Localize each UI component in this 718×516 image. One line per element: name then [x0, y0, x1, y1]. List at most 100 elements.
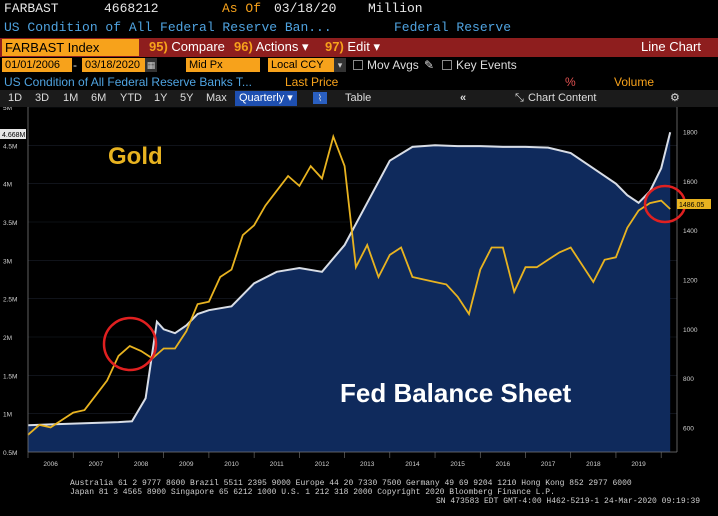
x-tick-label: 2015: [450, 461, 465, 468]
chart-content-icon[interactable]: ⤡: [515, 92, 524, 104]
x-tick-label: 2017: [541, 461, 556, 468]
settings-row: 01/01/2006 - 03/18/2020 ▦ Mid Px Local C…: [0, 57, 718, 74]
ticker-value: 4668212: [104, 1, 159, 16]
mov-avgs-label: Mov Avgs: [367, 58, 419, 72]
left-tick-label: 4.5M: [3, 143, 17, 150]
date-separator: -: [73, 58, 77, 72]
left-tick-label: 3M: [3, 258, 12, 265]
compare-button[interactable]: 95) Compare: [146, 39, 228, 54]
compare-num: 95): [149, 39, 168, 54]
highlight-circle-2008: [102, 316, 158, 372]
calendar-icon[interactable]: ▦: [145, 58, 157, 72]
period-max[interactable]: Max: [206, 92, 227, 104]
x-tick-label: 2019: [631, 461, 646, 468]
x-tick-label: 2012: [315, 461, 330, 468]
header-row-2: US Condition of All Federal Reserve Ban.…: [0, 18, 718, 38]
key-events-checkbox[interactable]: [442, 60, 452, 70]
chevron-down-icon: ▾: [373, 39, 380, 54]
price-chart[interactable]: 0.5M 1M 1.5M 2M 2.5M 3M 3.5M 4M 4.5M 5M 600 800 100…: [0, 107, 718, 477]
left-tick-label: 5M: [3, 107, 12, 112]
period-1y[interactable]: 1Y: [154, 92, 168, 104]
table-button[interactable]: Table: [345, 92, 372, 104]
gear-icon[interactable]: ⚙: [670, 92, 680, 104]
pencil-icon[interactable]: ✎: [424, 58, 435, 72]
series-description: US Condition of All Federal Reserve Ban.…: [4, 20, 332, 35]
left-tick-label: 1M: [3, 412, 12, 419]
x-tick-label: 2009: [179, 461, 194, 468]
collapse-icon[interactable]: «: [460, 92, 467, 104]
legend-last-price: Last Price: [285, 75, 339, 89]
x-tick-label: 2010: [224, 461, 239, 468]
footer-line-1: Australia 61 2 9777 8600 Brazil 5511 239…: [70, 479, 632, 488]
right-axis: 600 800 1000 1200 1400 1600 1800: [676, 107, 698, 452]
compare-label: Compare: [171, 39, 225, 54]
units-label: Million: [368, 1, 423, 16]
main-toolbar: FARBAST Index 95) Compare 96) Actions ▾ …: [0, 38, 718, 57]
start-date-field[interactable]: 01/01/2006: [2, 58, 72, 72]
last-value-left-tag: 4.668M: [0, 129, 26, 139]
asof-label: As Of: [222, 1, 262, 16]
chevron-down-icon: ▾: [301, 39, 309, 54]
key-events-label: Key Events: [456, 58, 517, 72]
edit-button[interactable]: 97) Edit ▾: [322, 39, 383, 54]
gold-annotation: Gold: [108, 143, 163, 170]
legend-volume: Volume: [614, 75, 655, 89]
left-tick-label: 2.5M: [3, 297, 17, 304]
mov-avgs-checkbox[interactable]: [353, 60, 363, 70]
actions-num: 96): [234, 39, 253, 54]
fed-balance-sheet-line: [27, 132, 672, 427]
footer-line-2: Japan 81 3 4565 8900 Singapore 65 6212 1…: [70, 488, 555, 497]
period-1m[interactable]: 1M: [63, 92, 79, 104]
last-value-left: 4.668M: [2, 132, 26, 139]
x-tick-label: 2016: [496, 461, 511, 468]
frequency-select[interactable]: Quarterly ▾: [235, 91, 297, 106]
left-tick-label: 3.5M: [3, 220, 17, 227]
period-bar: 1D 3D 1M 6M YTD 1Y 5Y Max Quarterly ▾ ⌇ …: [0, 90, 718, 107]
x-tick-label: 2007: [89, 461, 104, 468]
period-5y[interactable]: 5Y: [180, 92, 194, 104]
actions-label: Actions: [255, 39, 299, 54]
edit-label: Edit: [347, 39, 370, 54]
legend-row: US Condition of All Federal Reserve Bank…: [0, 74, 718, 90]
gold-price-line: [27, 133, 671, 436]
fed-balance-sheet-area: [28, 132, 671, 453]
actions-button[interactable]: 96) Actions ▾: [231, 39, 312, 54]
view-label[interactable]: Line Chart: [641, 39, 701, 54]
ticker-label: FARBAST: [4, 1, 59, 16]
chevron-down-icon[interactable]: ▾: [334, 58, 346, 72]
end-date-field[interactable]: 03/18/2020: [82, 58, 148, 72]
left-tick-label: 0.5M: [3, 450, 17, 457]
x-tick-label: 2008: [134, 461, 149, 468]
right-tick-label: 600: [683, 425, 694, 432]
last-value-right: 1486.05: [679, 202, 704, 209]
frequency-label: Quarterly: [239, 92, 285, 104]
currency-select[interactable]: Local CCY: [268, 58, 334, 72]
asof-date[interactable]: 03/18/20: [274, 1, 337, 16]
fed-balance-sheet-annotation: Fed Balance Sheet: [340, 378, 572, 408]
right-tick-label: 1200: [683, 278, 698, 285]
x-tick-label: 2014: [405, 461, 420, 468]
x-tick-label: 2006: [43, 461, 58, 468]
index-field[interactable]: FARBAST Index: [2, 39, 139, 56]
line-chart-icon[interactable]: ⌇: [313, 92, 327, 104]
x-tick-label: 2018: [586, 461, 601, 468]
period-6m[interactable]: 6M: [91, 92, 107, 104]
x-tick-label: 2013: [360, 461, 375, 468]
chart-content-button[interactable]: Chart Content: [528, 92, 597, 104]
source-label: Federal Reserve: [394, 20, 512, 35]
edit-num: 97): [325, 39, 344, 54]
left-axis: 0.5M 1M 1.5M 2M 2.5M 3M 3.5M 4M 4.5M 5M: [3, 107, 29, 457]
legend-series-desc: US Condition of All Federal Reserve Bank…: [4, 75, 252, 89]
footer-line-3: SN 473583 EDT GMT-4:00 H462-5219-1 24-Ma…: [436, 497, 701, 506]
left-tick-label: 2M: [3, 335, 12, 342]
right-tick-label: 1600: [683, 179, 698, 186]
right-tick-label: 1400: [683, 228, 698, 235]
legend-pct: %: [565, 75, 576, 89]
period-3d[interactable]: 3D: [35, 92, 50, 104]
x-axis: 2006 2007 2008 2009 2010 2011 2012 2013 2014 2015…: [27, 451, 677, 468]
price-field-select[interactable]: Mid Px: [186, 58, 260, 72]
right-tick-label: 800: [683, 376, 694, 383]
period-ytd[interactable]: YTD: [120, 92, 142, 104]
period-1d[interactable]: 1D: [8, 92, 23, 104]
header-row-1: FARBAST 4668212 As Of 03/18/20 Million: [0, 0, 718, 18]
